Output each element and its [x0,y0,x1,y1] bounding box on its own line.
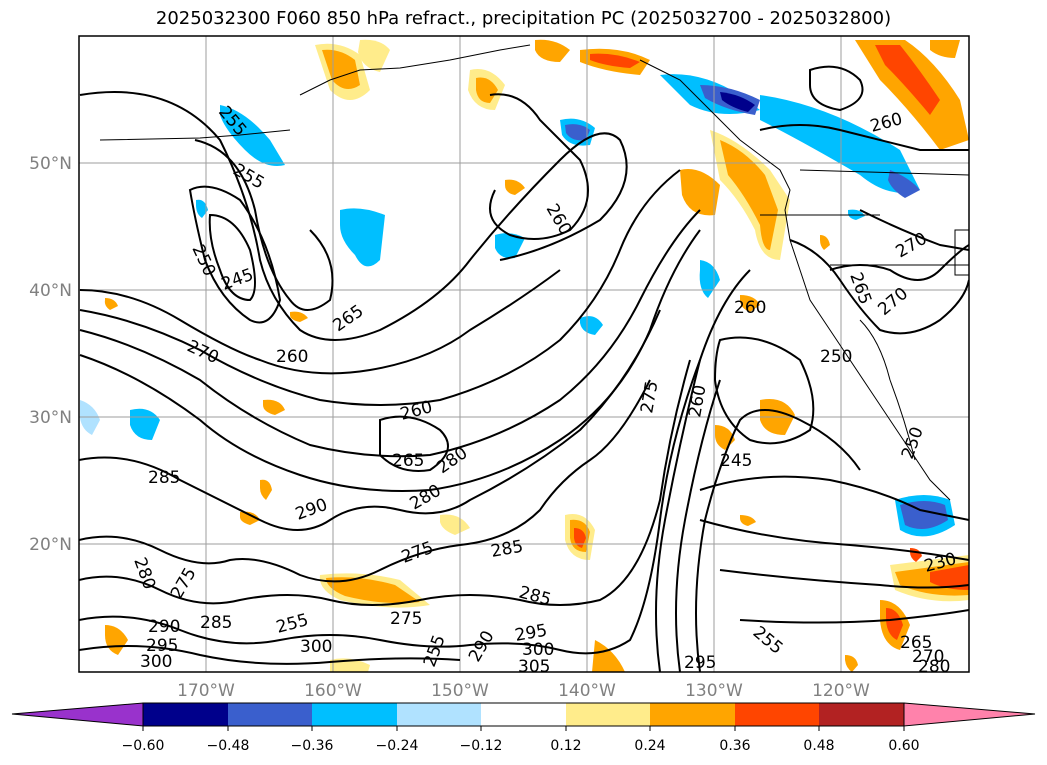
graticule [79,36,969,672]
colorbar-tick: −0.48 [207,738,250,754]
colorbar-tick: 0.12 [550,738,581,754]
lon-label-170w: 170°W [177,681,235,701]
colorbar-extend-high [903,702,1036,727]
colorbar-bin [312,703,397,726]
contour-label: 305 [518,657,550,677]
lon-label-160w: 160°W [304,681,362,701]
lat-label-40n: 40°N [29,281,72,301]
contour-label: 295 [684,653,716,673]
colorbar: −0.60 −0.48 −0.36 −0.24 −0.12 0.12 0.24 … [11,702,1036,754]
lat-label-20n: 20°N [29,535,72,555]
contour-label: 260 [276,347,308,367]
colorbar-tick: −0.12 [460,738,503,754]
colorbar-extend-low [11,702,144,727]
contour-label: 260 [734,298,766,318]
contour-label: 270 [912,647,944,667]
map-border [78,35,970,673]
contour-label: 285 [148,468,180,488]
contour-label: 290 [148,617,180,637]
colorbar-tick: 0.48 [803,738,834,754]
contour-label: 280 [918,657,950,677]
colorbar-tick: 0.36 [719,738,750,754]
colorbar-tick: 0.60 [888,738,919,754]
contour-label: 285 [200,613,232,633]
contour-label: 265 [392,451,424,471]
lon-label-130w: 130°W [685,681,743,701]
colorbar-tick: 0.24 [634,738,665,754]
colorbar-bin [650,703,735,726]
contour-label: 295 [146,636,178,656]
colorbar-bin [481,703,566,726]
lon-label-120w: 120°W [812,681,870,701]
refractivity-contours [79,65,969,672]
lon-label-140w: 140°W [558,681,616,701]
lon-label-150w: 150°W [431,681,489,701]
colorbar-bin [228,703,312,726]
contour-label: 250 [820,347,852,367]
colorbar-bin [735,703,819,726]
longitude-labels: 170°W 160°W 150°W 140°W 130°W 120°W [177,681,870,701]
contour-label: 275 [390,609,422,629]
colorbar-tick: −0.24 [376,738,419,754]
contour-label: 300 [522,640,554,660]
colorbar-tick: −0.60 [122,738,165,754]
contour-label: 300 [300,637,332,657]
contour-label: 265 [900,633,932,653]
contour-label: 245 [720,451,752,471]
latitude-labels: 50°N 40°N 30°N 20°N [29,154,72,555]
map-title: 2025032300 F060 850 hPa refract., precip… [155,8,892,29]
colorbar-tick: −0.36 [291,738,334,754]
lat-label-30n: 30°N [29,408,72,428]
colorbar-bin [566,703,650,726]
colorbar-bin [397,703,481,726]
colorbar-bin [143,703,228,726]
coastlines [99,44,969,501]
lat-label-50n: 50°N [29,154,72,174]
contour-label: 300 [140,652,172,672]
colorbar-bin [819,703,904,726]
